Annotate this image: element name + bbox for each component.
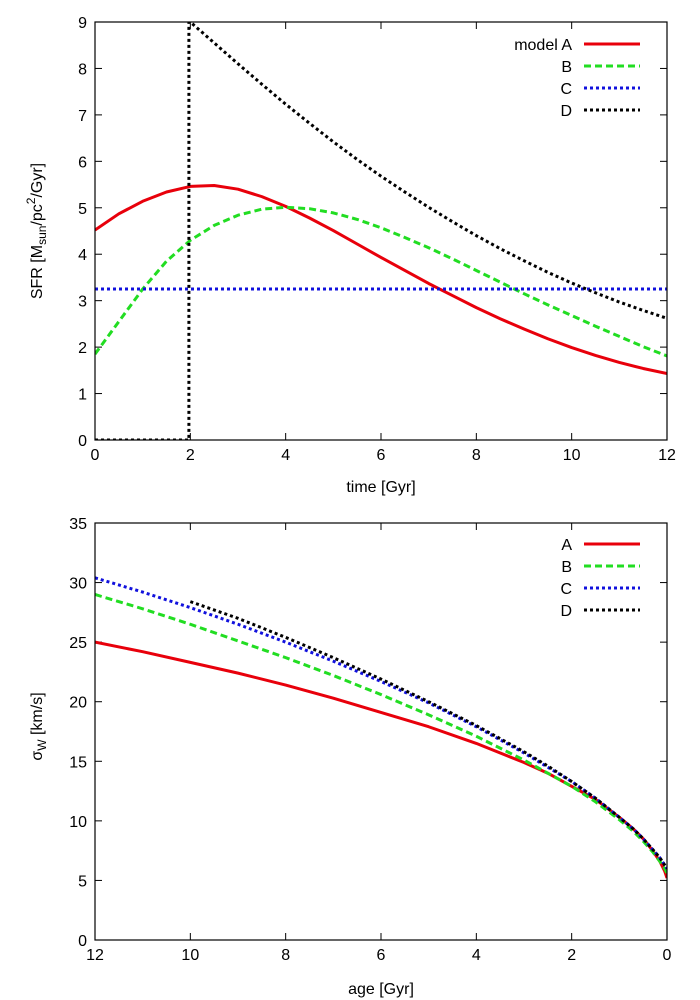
x-tick-label: 12: [658, 447, 676, 464]
legend-label: B: [561, 559, 572, 576]
legend-label: model A: [514, 37, 572, 54]
series-line-d: [189, 600, 667, 870]
series-line-b: [95, 593, 667, 874]
x-tick-label: 10: [563, 447, 581, 464]
y-tick-label: 2: [78, 340, 87, 357]
series-line-c: [95, 576, 667, 870]
y-tick-label: 8: [78, 61, 87, 78]
series-line-d: [95, 22, 667, 440]
x-tick-label: 2: [186, 447, 195, 464]
x-tick-label: 0: [91, 447, 100, 464]
legend-label: D: [560, 103, 572, 120]
series-group: [95, 576, 667, 879]
y-tick-label: 5: [78, 873, 87, 890]
series-line-b: [95, 205, 667, 358]
legend-label: B: [561, 59, 572, 76]
x-tick-label: 8: [472, 447, 481, 464]
x-tick-label: 4: [281, 447, 290, 464]
x-tick-label: 10: [181, 947, 199, 964]
plot-frame: [94, 21, 668, 441]
y-tick-label: 35: [69, 516, 87, 533]
y-tick-label: 9: [78, 15, 87, 32]
y-axis-label: SFR [Msun/pc2/Gyr]: [24, 163, 49, 299]
series-group: [95, 22, 667, 440]
y-tick-label: 1: [78, 387, 87, 404]
y-tick-label: 0: [78, 433, 87, 450]
y-axis-label: σW [km/s]: [29, 692, 49, 760]
y-tick-label: 10: [69, 814, 87, 831]
x-tick-label: 12: [86, 947, 104, 964]
x-axis-label: age [Gyr]: [348, 981, 414, 998]
legend-label: C: [560, 581, 572, 598]
x-tick-label: 8: [281, 947, 290, 964]
legend-label: D: [560, 603, 572, 620]
x-axis-label: time [Gyr]: [346, 479, 415, 496]
legend-label: A: [561, 537, 572, 554]
x-tick-label: 4: [472, 947, 481, 964]
y-tick-label: 25: [69, 635, 87, 652]
x-tick-label: 2: [567, 947, 576, 964]
y-tick-label: 0: [78, 933, 87, 950]
y-tick-label: 15: [69, 754, 87, 771]
y-tick-label: 7: [78, 108, 87, 125]
y-tick-label: 30: [69, 576, 87, 593]
x-tick-label: 6: [377, 447, 386, 464]
y-tick-label: 20: [69, 695, 87, 712]
y-tick-label: 5: [78, 201, 87, 218]
y-tick-label: 4: [78, 247, 87, 264]
legend-label: C: [560, 81, 572, 98]
y-tick-label: 3: [78, 294, 87, 311]
x-tick-label: 6: [377, 947, 386, 964]
x-tick-label: 0: [663, 947, 672, 964]
y-tick-label: 6: [78, 154, 87, 171]
plot-frame: [94, 522, 668, 941]
series-line-model-a: [95, 183, 667, 376]
